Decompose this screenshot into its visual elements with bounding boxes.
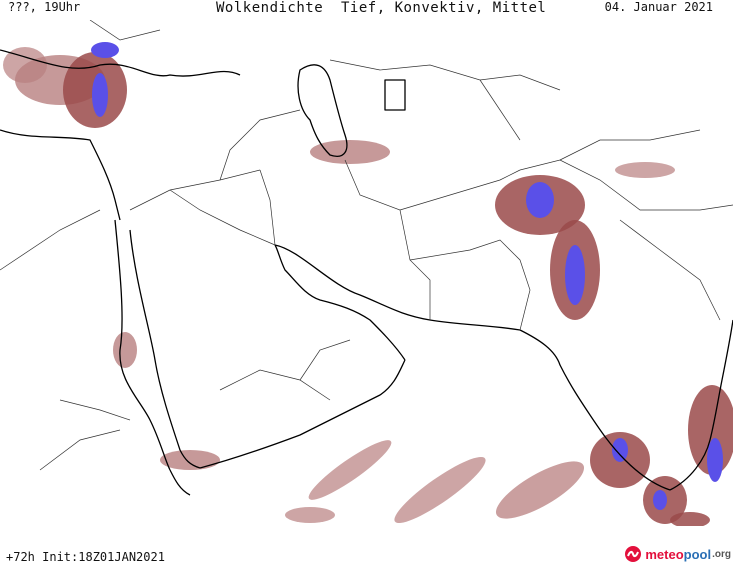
coast-black-sea bbox=[0, 49, 241, 77]
cloud-patch-caspian bbox=[310, 140, 390, 164]
cloud-cover-layer bbox=[3, 42, 733, 526]
coast-india-west bbox=[519, 329, 671, 491]
map-header: ???, 19Uhr Wolkendichte Tief, Konvektiv,… bbox=[0, 0, 733, 20]
coast-iran-south bbox=[274, 244, 521, 331]
forecast-time-label: ???, 19Uhr bbox=[8, 0, 81, 14]
coast-aral bbox=[384, 79, 406, 111]
run-info: +72h Init:18Z01JAN2021 bbox=[6, 550, 165, 564]
brand-name-part2: pool bbox=[683, 546, 712, 562]
coast-persian-gulf bbox=[274, 244, 406, 361]
forecast-date: 04. Januar 2021 bbox=[604, 0, 713, 14]
cloud-patch-south-india bbox=[590, 385, 733, 526]
cloud-patch-north-india bbox=[495, 162, 675, 320]
cloud-patch-arabian-sea bbox=[285, 440, 585, 524]
cloud-patch-turkey bbox=[3, 42, 127, 128]
cloud-patch-red-sea bbox=[113, 332, 220, 470]
coast-levant bbox=[0, 129, 121, 221]
meteopool-logo-icon bbox=[625, 546, 642, 562]
coast-red-sea-east bbox=[129, 229, 201, 469]
coast-red-sea-west bbox=[114, 219, 171, 471]
coast-caspian bbox=[297, 64, 348, 157]
meteopool-logo-link[interactable]: meteo pool .org bbox=[624, 544, 731, 564]
border-layer bbox=[0, 20, 733, 471]
coast-south-arabia bbox=[199, 359, 406, 469]
map-title: Wolkendichte Tief, Konvektiv, Mittel bbox=[216, 0, 547, 16]
coastline-layer bbox=[0, 49, 733, 496]
coast-horn bbox=[169, 469, 191, 496]
map-footer: +72h Init:18Z01JAN2021 meteo pool .org bbox=[0, 540, 733, 566]
brand-tld: .org bbox=[712, 548, 731, 560]
coast-india-east bbox=[669, 319, 733, 491]
brand-name-part1: meteo bbox=[645, 546, 684, 562]
weather-map bbox=[0, 20, 733, 526]
